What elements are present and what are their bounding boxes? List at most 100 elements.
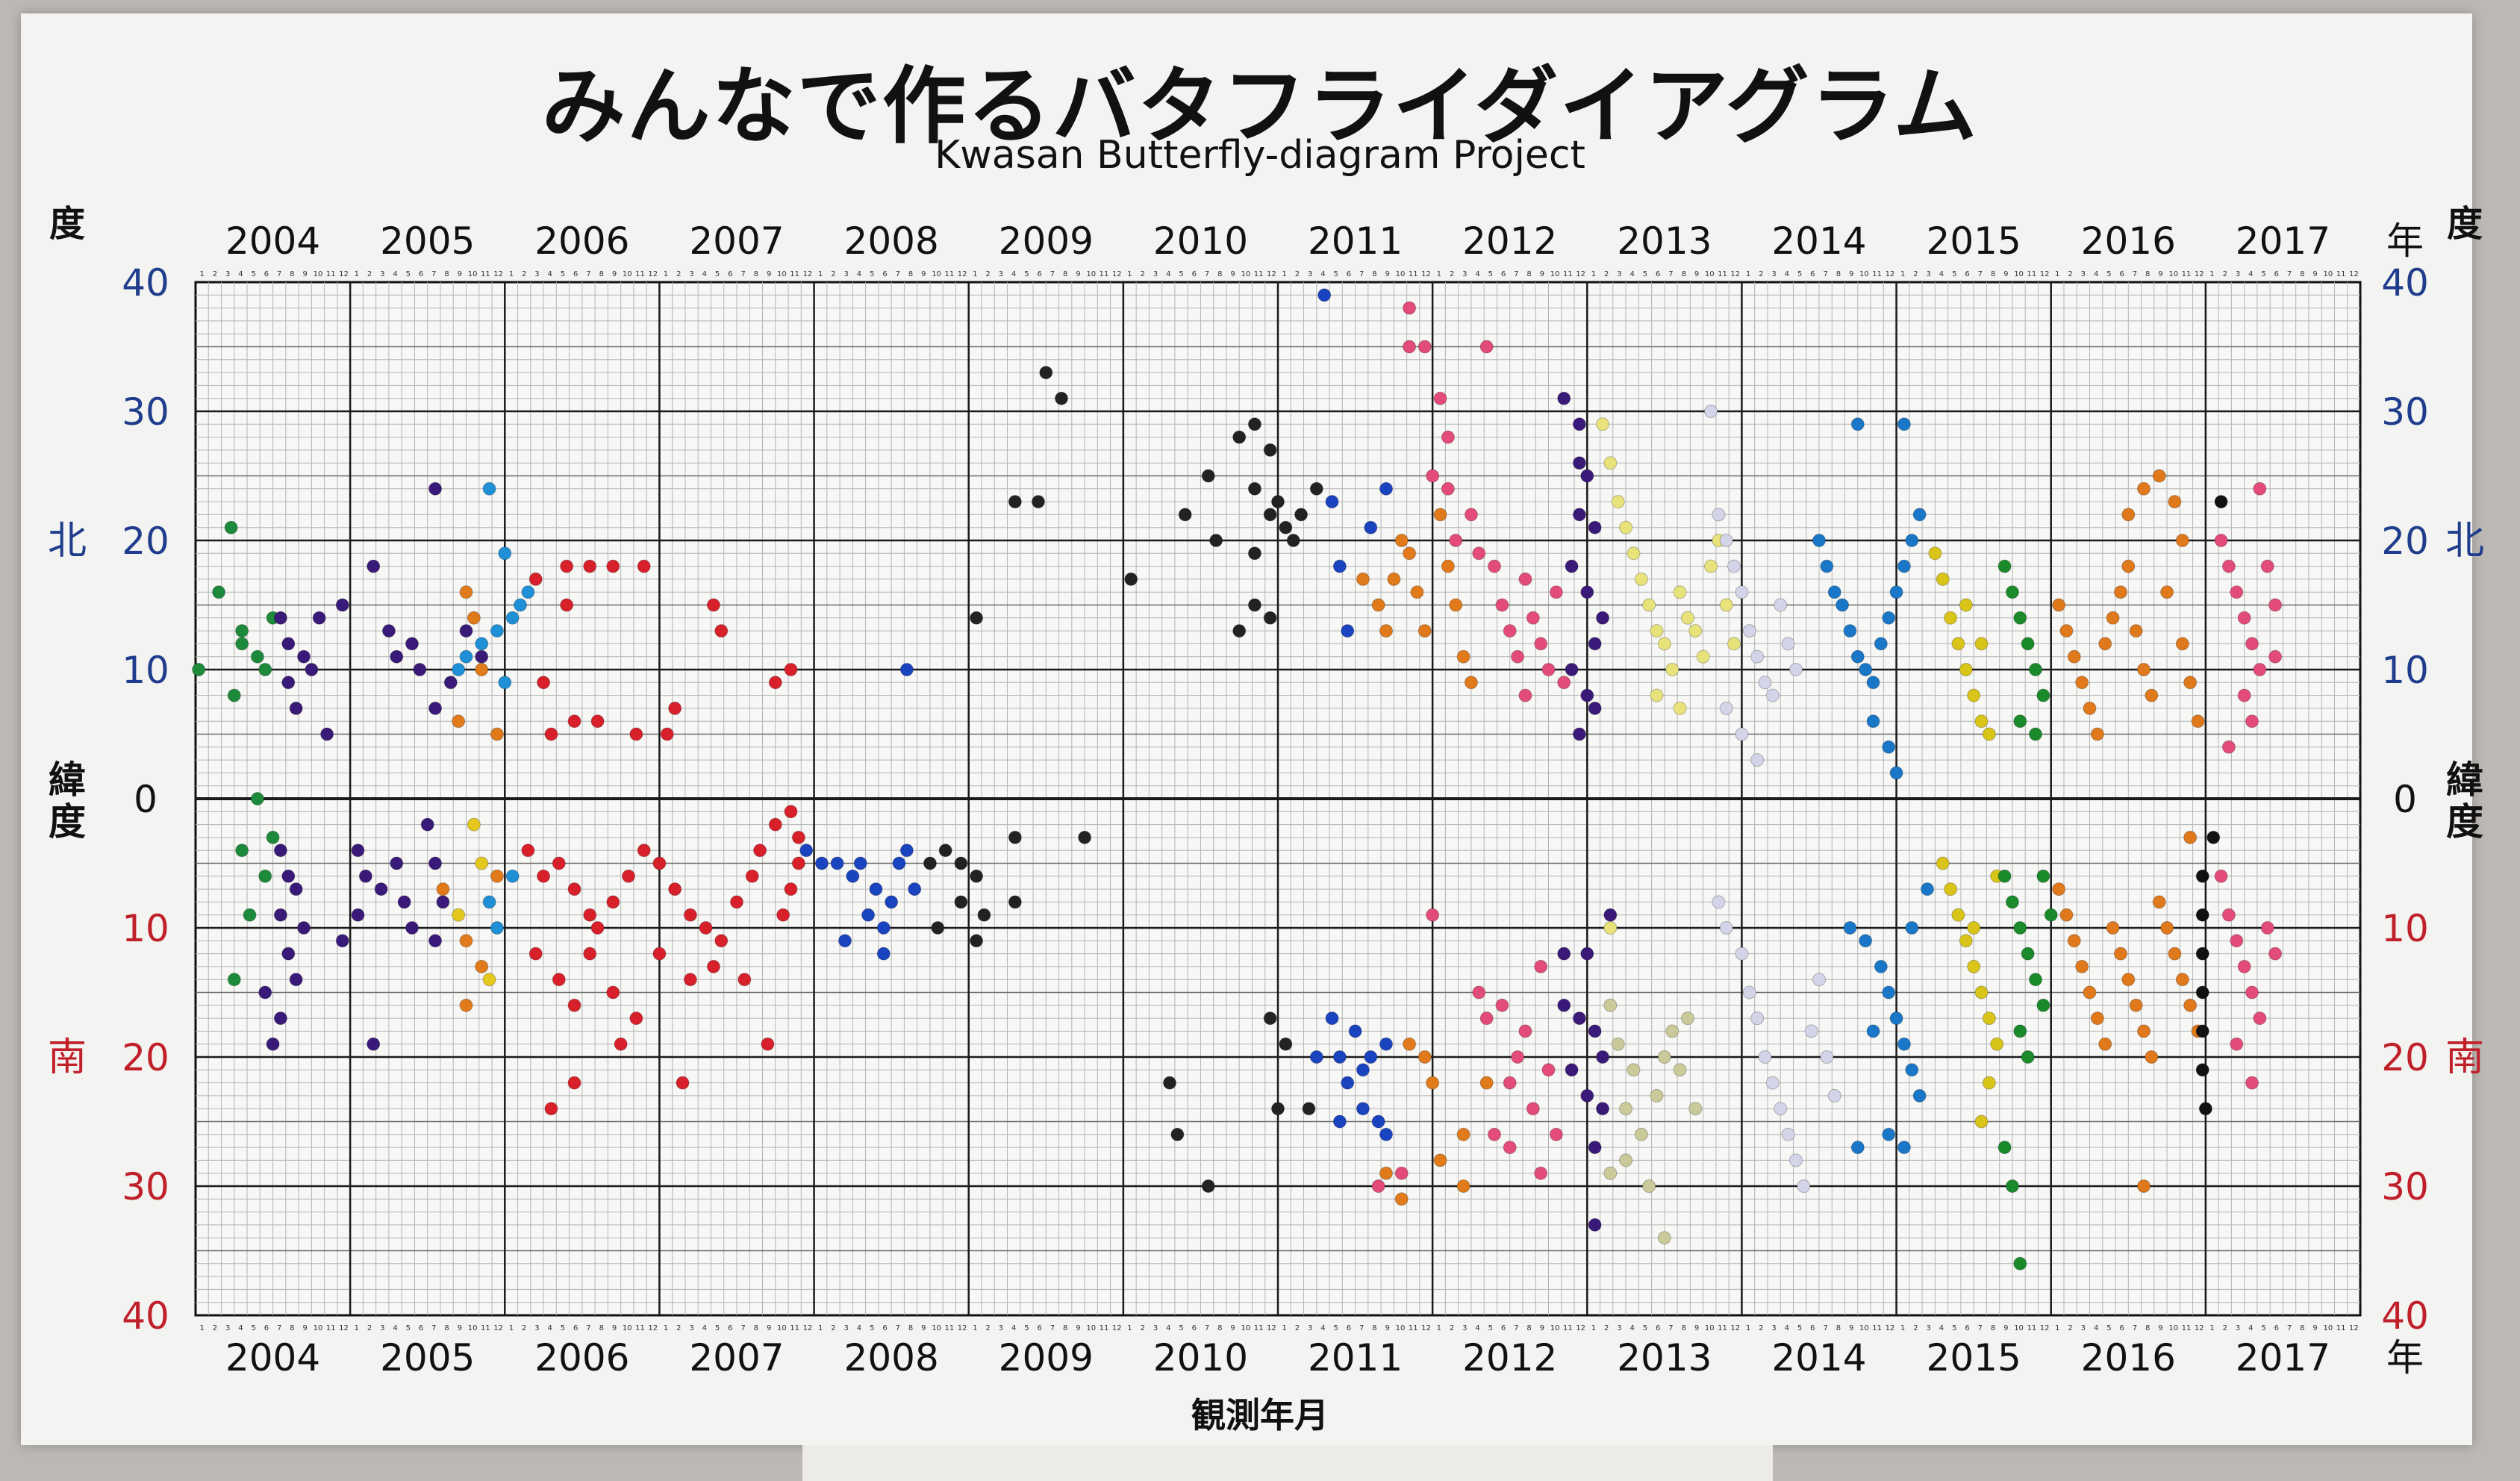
month-tick-top: 8: [908, 270, 913, 278]
sunspot-dot: [1055, 391, 1068, 405]
y-tick-label-right: 10: [2381, 907, 2429, 950]
month-tick-bottom: 3: [1927, 1324, 1931, 1332]
sunspot-dot: [791, 830, 805, 844]
month-tick-bottom: 11: [790, 1324, 799, 1332]
sunspot-dot: [273, 611, 287, 625]
sunspot-dot: [1526, 611, 1540, 625]
sunspot-dot: [1341, 1076, 1355, 1090]
sunspot-dot: [235, 624, 249, 638]
month-tick-top: 9: [921, 270, 926, 278]
month-tick-bottom: 2: [1295, 1324, 1300, 1332]
sunspot-dot: [1580, 469, 1594, 483]
month-tick-bottom: 9: [2158, 1324, 2162, 1332]
month-tick-bottom: 1: [509, 1324, 514, 1332]
month-tick-top: 11: [2182, 270, 2192, 278]
sunspot-dot: [2206, 830, 2221, 844]
y-tick-label-right: 10: [2381, 649, 2429, 692]
sunspot-dot: [1673, 585, 1687, 599]
sunspot-dot: [1309, 481, 1323, 496]
sunspot-dot: [1657, 1050, 1671, 1064]
month-tick-bottom: 10: [1396, 1324, 1406, 1332]
month-tick-top: 6: [728, 270, 732, 278]
sunspot-dot: [1750, 1011, 1765, 1026]
sunspot-dot: [1541, 1063, 1556, 1077]
month-tick-bottom: 8: [1991, 1324, 1995, 1332]
sunspot-dot: [521, 844, 535, 858]
sunspot-dot: [2113, 585, 2127, 599]
sunspot-dot: [235, 637, 249, 651]
sunspot-dot: [1603, 456, 1618, 470]
sunspot-dot: [954, 856, 968, 870]
sunspot-dot: [1541, 663, 1556, 676]
sunspot-dot: [2245, 637, 2259, 651]
month-tick-top: 10: [1241, 270, 1250, 278]
month-tick-top: 10: [623, 270, 632, 278]
month-tick-top: 10: [1550, 270, 1560, 278]
sunspot-dot: [1765, 1076, 1780, 1090]
sunspot-dot: [560, 559, 574, 573]
sunspot-dot: [227, 973, 241, 987]
month-tick-bottom: 3: [225, 1324, 230, 1332]
month-tick-top: 4: [1320, 270, 1325, 278]
sunspot-dot: [791, 856, 805, 870]
sunspot-dot: [768, 676, 782, 690]
month-tick-top: 2: [676, 270, 681, 278]
sunspot-dot: [784, 882, 798, 897]
sunspot-dot: [1665, 663, 1680, 676]
sunspot-dot: [583, 947, 597, 961]
sunspot-dot: [2005, 585, 2019, 599]
sunspot-dot: [459, 934, 473, 948]
sunspot-dot: [1426, 469, 1440, 483]
sunspot-dot: [1403, 1037, 1417, 1051]
sunspot-dot: [1588, 520, 1602, 534]
sunspot-dot: [505, 611, 520, 625]
month-tick-bottom: 5: [2106, 1324, 2111, 1332]
month-tick-bottom: 9: [2312, 1324, 2317, 1332]
sunspot-dot: [2245, 714, 2259, 729]
sunspot-dot: [1596, 611, 1609, 625]
sunspot-dot: [706, 959, 720, 973]
sunspot-dot: [1534, 1166, 1548, 1180]
sunspot-dot: [2253, 481, 2267, 496]
month-tick-bottom: 11: [1254, 1324, 1264, 1332]
sunspot-dot: [452, 714, 466, 729]
sunspot-dot: [1836, 598, 1850, 612]
year-label-top: 2013: [1617, 219, 1712, 263]
sunspot-dot: [652, 947, 667, 961]
month-tick-top: 11: [1254, 270, 1264, 278]
sunspot-dot: [2106, 611, 2120, 625]
month-tick-bottom: 9: [921, 1324, 926, 1332]
month-tick-top: 1: [509, 270, 514, 278]
sunspot-dot: [1418, 340, 1432, 354]
sunspot-dot: [1634, 572, 1648, 586]
sunspot-dot: [1356, 572, 1370, 586]
month-tick-top: 4: [1166, 270, 1170, 278]
sunspot-dot: [652, 856, 667, 870]
sunspot-dot: [2245, 985, 2259, 1000]
sunspot-dot: [1758, 1050, 1772, 1064]
sunspot-dot: [413, 663, 427, 676]
sunspot-dot: [1712, 895, 1726, 909]
sunspot-dot: [1859, 934, 1873, 948]
sunspot-dot: [1317, 288, 1332, 302]
sunspot-dot: [1827, 1088, 1841, 1103]
sunspot-dot: [1897, 1037, 1911, 1051]
sunspot-dot: [814, 856, 829, 870]
month-tick-bottom: 12: [1576, 1324, 1585, 1332]
sunspot-dot: [1619, 1102, 1633, 1116]
sunspot-dot: [1479, 1076, 1494, 1090]
sunspot-dot: [876, 947, 891, 961]
month-tick-bottom: 10: [623, 1324, 632, 1332]
sunspot-dot: [2067, 649, 2081, 664]
sunspot-dot: [1812, 973, 1826, 987]
month-tick-bottom: 12: [2040, 1324, 2050, 1332]
month-tick-top: 3: [380, 270, 384, 278]
month-tick-top: 10: [2323, 270, 2333, 278]
month-tick-bottom: 8: [2300, 1324, 2304, 1332]
month-tick-bottom: 1: [1900, 1324, 1905, 1332]
x-axis-label: 観測年月: [1191, 1395, 1329, 1435]
month-tick-top: 7: [740, 270, 745, 278]
sunspot-dot: [1495, 598, 1509, 612]
sunspot-dot: [1673, 701, 1687, 715]
month-tick-top: 4: [702, 270, 707, 278]
